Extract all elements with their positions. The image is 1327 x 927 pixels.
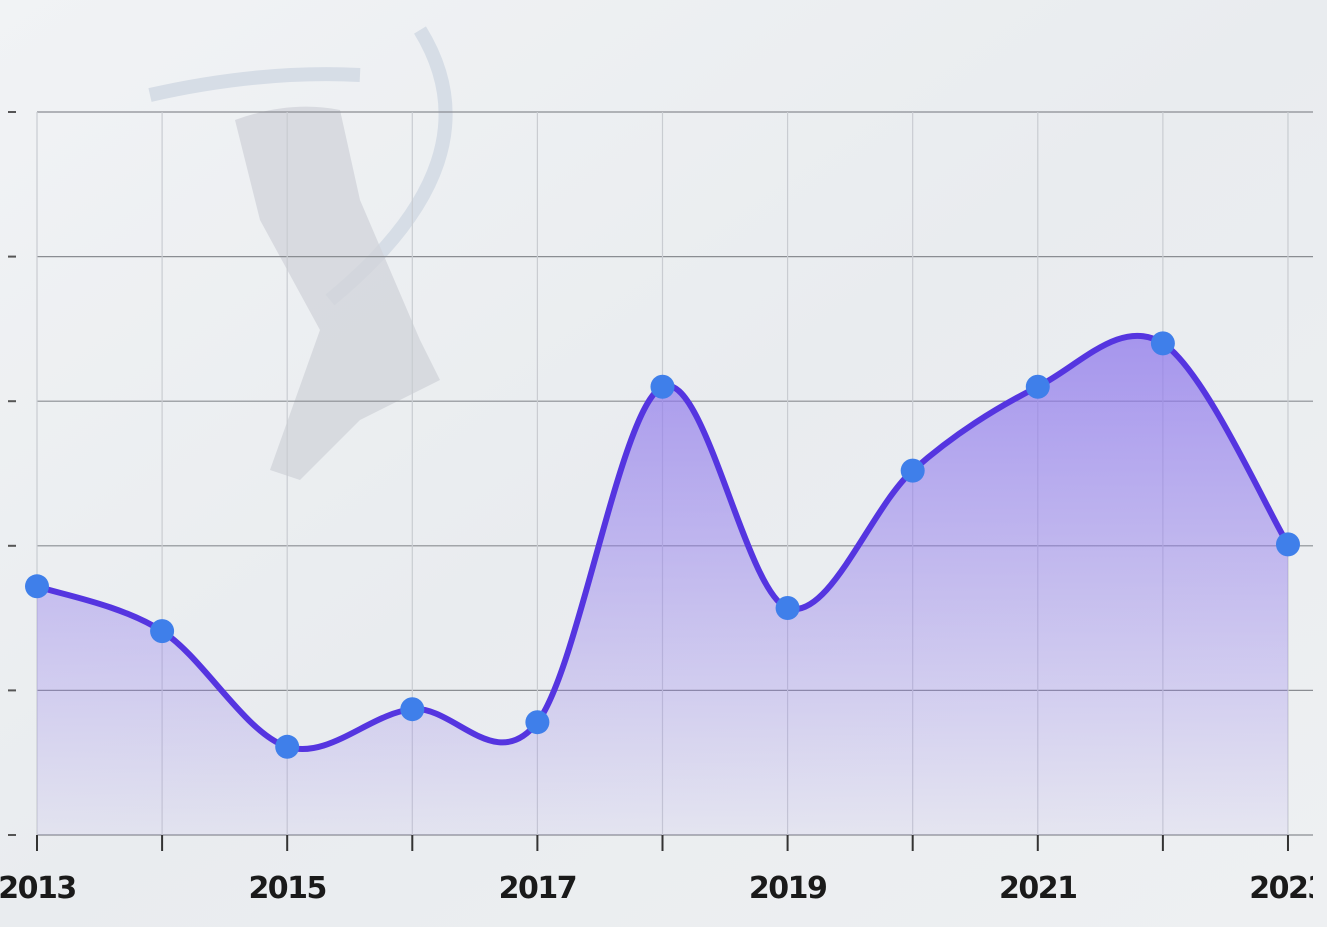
point — [1150, 331, 1175, 356]
x-tick-label: 2019 — [749, 871, 827, 906]
point — [400, 697, 425, 722]
point — [25, 574, 49, 599]
decor-silhouette — [235, 106, 440, 481]
x-tick-label: 2017 — [499, 871, 577, 906]
x-tick-label: 2021 — [999, 871, 1077, 906]
point — [650, 374, 675, 399]
plot: 2013 2015 2017 2019 2021 2023 — [0, 111, 1327, 906]
point — [525, 710, 550, 735]
x-tick-label: 2013 — [0, 871, 76, 906]
area — [37, 335, 1288, 835]
point — [275, 734, 300, 759]
x-tick-label: 2023 — [1249, 871, 1327, 906]
point — [150, 619, 175, 644]
point — [900, 458, 925, 483]
x-tick-label: 2015 — [248, 871, 326, 906]
point — [775, 595, 800, 620]
point — [1275, 532, 1300, 557]
point — [1025, 374, 1050, 399]
